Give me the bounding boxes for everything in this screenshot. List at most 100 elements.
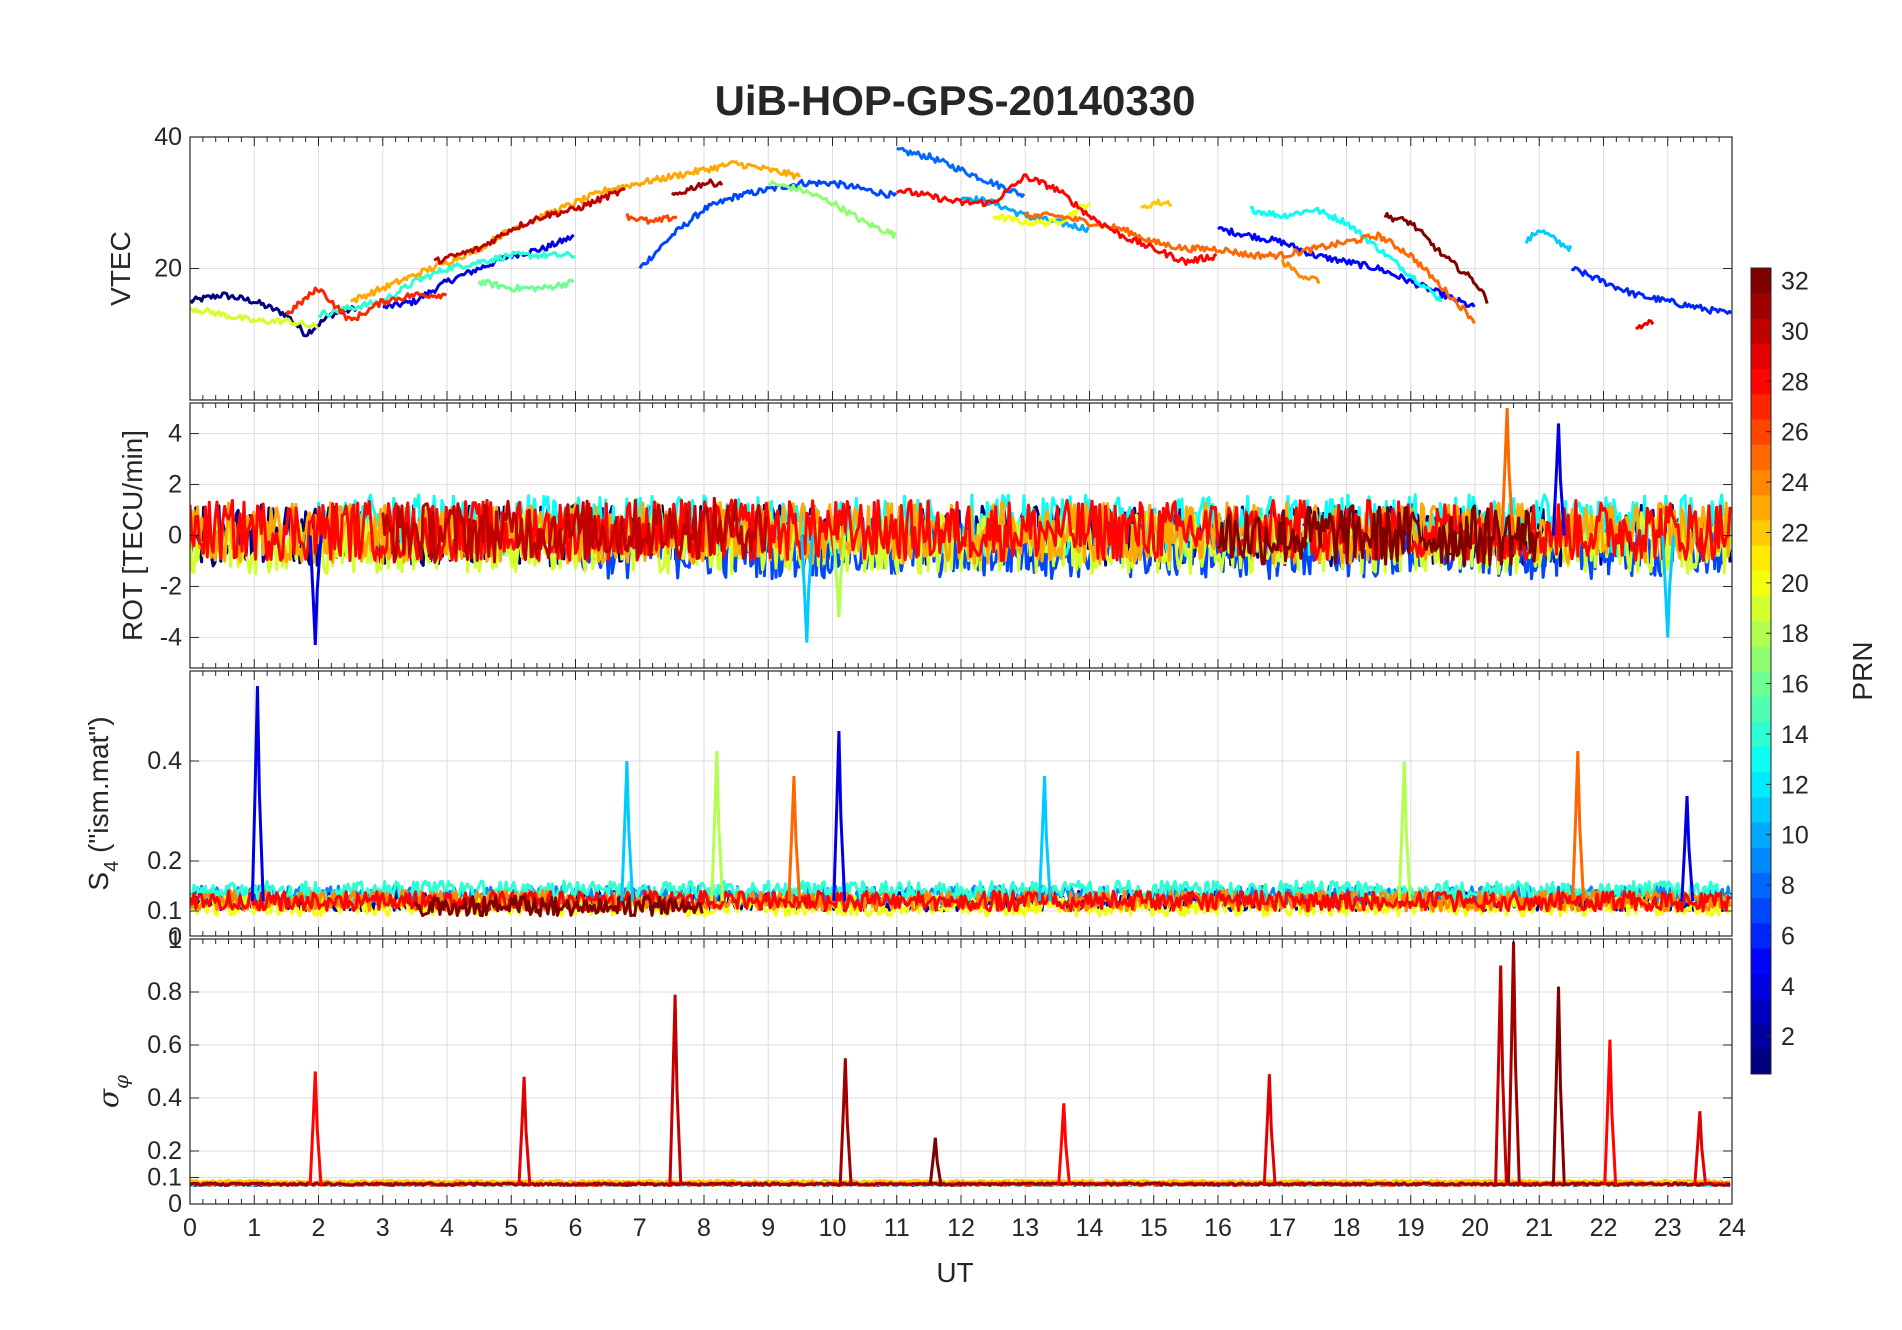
colorbar-swatch (1751, 1023, 1771, 1050)
series-line-prn-20 (992, 202, 1091, 228)
colorbar-tick-label: 4 (1781, 973, 1795, 1001)
spike-mark (1603, 1039, 1618, 1186)
x-tick-label: 23 (1654, 1214, 1682, 1242)
series-line-prn-17 (768, 180, 897, 239)
colorbar-swatch (1751, 469, 1771, 496)
colorbar-tick-label: 30 (1781, 318, 1809, 346)
colorbar-swatch (1751, 746, 1771, 773)
series-line-prn-32 (1216, 504, 1540, 567)
colorbar-swatch (1751, 796, 1771, 823)
spike-mark (1551, 986, 1566, 1186)
spike-mark (838, 1058, 853, 1186)
colorbar-swatch (1751, 519, 1771, 546)
x-tick-label: 22 (1590, 1214, 1618, 1242)
series-line-prn-32 (413, 894, 704, 918)
colorbar-swatch (1751, 771, 1771, 798)
series-line-prn-19 (190, 306, 319, 329)
colorbar-tick-label: 14 (1781, 721, 1809, 749)
spike-mark (1262, 1074, 1277, 1186)
colorbar-swatch (1751, 343, 1771, 370)
colorbar-swatch (1751, 822, 1771, 848)
x-tick-label: 5 (504, 1214, 518, 1242)
colorbar-swatch (1751, 368, 1771, 395)
colorbar-swatch (1751, 847, 1771, 873)
series-line-prn-26 (625, 212, 678, 225)
series-line-prn-30 (433, 187, 626, 265)
x-tick-label: 16 (1204, 1214, 1232, 1242)
spike-mark (250, 685, 265, 902)
colorbar-frame (1750, 267, 1772, 1075)
spike-mark (832, 730, 847, 902)
series-line-prn-14 (317, 250, 576, 319)
spike-mark (1494, 965, 1508, 1186)
y-tick-label: 0.6 (147, 1031, 182, 1059)
x-tick-label: 20 (1461, 1214, 1489, 1242)
y-tick-label: 0 (168, 1190, 182, 1218)
colorbar-swatch (1751, 998, 1771, 1025)
x-tick-label: 1 (247, 1214, 261, 1242)
colorbar-label: PRN (1847, 641, 1878, 700)
series-line-prn-4 (382, 233, 575, 310)
series-line-prn-22 (1140, 198, 1172, 210)
y-tick-label: 40 (154, 123, 182, 151)
series-line-prn-10 (960, 195, 1090, 234)
colorbar-tick-label: 28 (1781, 368, 1809, 396)
colorbar-tick-label: 2 (1781, 1023, 1795, 1051)
y-tick-label: 0.8 (147, 978, 182, 1006)
spike-mark (668, 994, 683, 1186)
colorbar-tick-label: 24 (1781, 469, 1809, 497)
series-line-prn-29 (1635, 319, 1655, 330)
x-tick-label: 13 (1011, 1214, 1039, 1242)
series-group (190, 685, 1732, 918)
colorbar-swatch (1751, 444, 1771, 470)
colorbar-tick-label: 8 (1781, 872, 1795, 900)
x-tick-label: 10 (819, 1214, 847, 1242)
spike-mark (1693, 1111, 1708, 1186)
colorbar-swatch (1751, 1048, 1771, 1075)
colorbar-swatch (1751, 872, 1771, 899)
y-tick-label: 0.4 (147, 1084, 182, 1112)
spike-mark (1057, 1103, 1072, 1186)
x-tick-label: 12 (947, 1214, 975, 1242)
series-line-prn-28 (190, 889, 1732, 913)
spike-mark (1037, 775, 1052, 902)
series-line-prn-31 (190, 1181, 1731, 1187)
colorbar-tick-label: 20 (1781, 570, 1809, 598)
y-tick-label: 0.2 (147, 847, 182, 875)
spike-mark (308, 1071, 323, 1186)
colorbar-swatch (1751, 318, 1771, 345)
panel-rot: -4 -2 0 2 4 ROT [TECU/min] (117, 402, 1733, 669)
y-tick-label: 0.4 (147, 747, 182, 775)
spike-mark (832, 535, 847, 618)
colorbar-swatch (1751, 948, 1771, 974)
series-line-prn-28 (895, 173, 1217, 266)
spike-mark (308, 535, 323, 646)
colorbar-swatch (1751, 293, 1771, 319)
colorbar-swatch (1751, 671, 1771, 697)
y-tick-label: 0.2 (147, 1137, 182, 1165)
spike-mark (517, 1076, 532, 1186)
y-tick-label: -4 (160, 623, 182, 651)
x-tick-label: 2 (312, 1214, 326, 1242)
y-axis-label: σφ (92, 1075, 133, 1108)
y-tick-label: 20 (154, 255, 182, 283)
spike-mark (928, 1137, 943, 1186)
colorbar-swatch (1751, 393, 1771, 420)
series-line-prn-14 (190, 879, 1732, 903)
series-line-prn-32 (1383, 212, 1489, 305)
colorbar-swatch (1751, 419, 1771, 445)
x-tick-label: 21 (1525, 1214, 1553, 1242)
spike-mark (710, 750, 725, 902)
spike-mark (1661, 535, 1676, 638)
colorbar-swatch (1751, 595, 1771, 622)
series-line-prn-8 (896, 146, 1026, 199)
x-tick-label: 24 (1718, 1214, 1746, 1242)
series-group (190, 408, 1732, 646)
x-tick-label: 4 (440, 1214, 454, 1242)
y-tick-label: 0.1 (147, 1164, 182, 1192)
x-tick-label: 9 (761, 1214, 775, 1242)
colorbar-swatch (1751, 620, 1771, 647)
series-line-prn-13 (1249, 205, 1443, 303)
series-group (190, 941, 1732, 1187)
colorbar-swatch (1751, 721, 1771, 748)
